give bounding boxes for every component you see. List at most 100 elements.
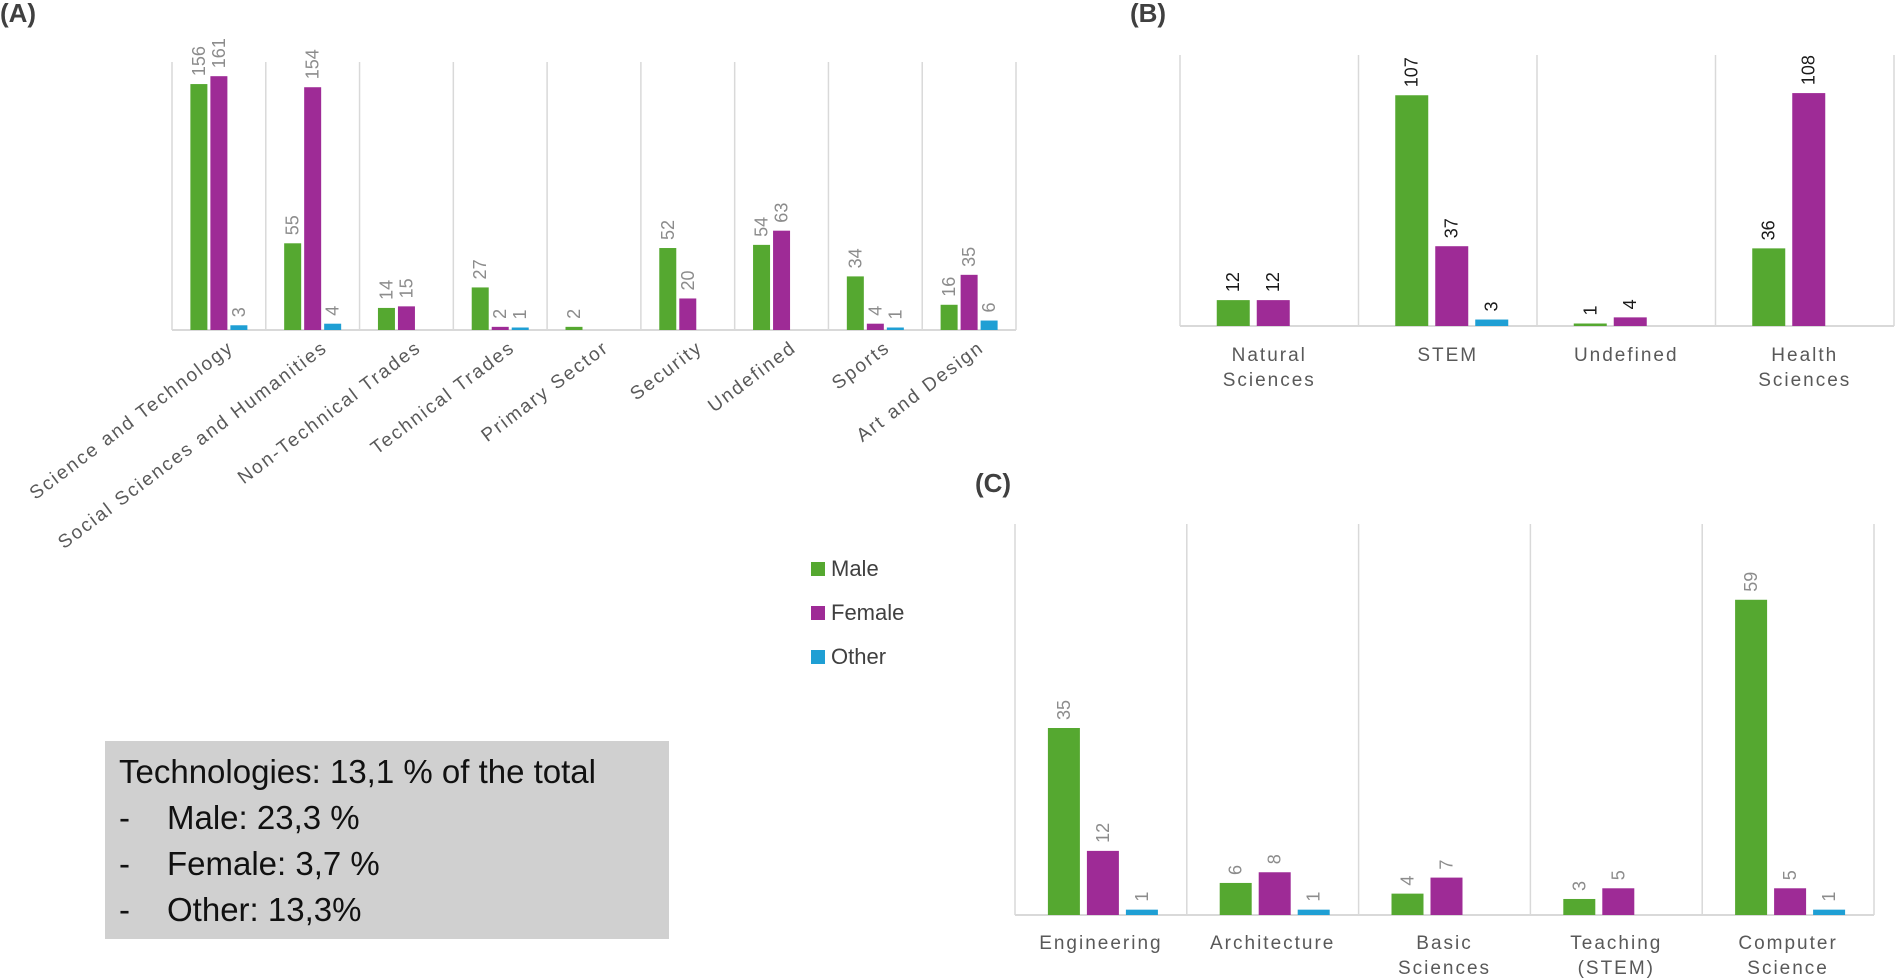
category-label-teaching-stem: Teaching (STEM) xyxy=(1570,933,1662,979)
category-label-security: Security xyxy=(627,337,707,405)
bar-male-undefined xyxy=(753,244,771,330)
value-label-male-art-and-design: 16 xyxy=(939,277,959,297)
bar-female-architecture xyxy=(1258,872,1291,915)
bar-male-computer-science xyxy=(1735,599,1768,915)
bar-male-social-sciences-and-humanities xyxy=(284,243,302,330)
panel-label-b: (B) xyxy=(1130,0,1166,28)
value-label-other-engineering: 1 xyxy=(1132,892,1152,902)
bar-male-teaching-stem xyxy=(1563,898,1596,915)
bar-male-health-sciences xyxy=(1752,248,1786,326)
legend-label-other: Other xyxy=(831,644,886,669)
bar-male-natural-sciences xyxy=(1216,300,1250,326)
value-label-female-stem: 37 xyxy=(1442,218,1462,238)
value-label-male-sports: 34 xyxy=(845,248,865,268)
bar-other-stem xyxy=(1475,319,1509,326)
bar-female-computer-science xyxy=(1774,888,1807,915)
bar-male-sports xyxy=(846,276,864,330)
summary-text: Male: 23,3 % xyxy=(167,799,360,836)
value-label-male-basic-sciences: 4 xyxy=(1398,876,1418,886)
category-label-architecture: Architecture xyxy=(1210,933,1335,954)
value-label-male-teaching-stem: 3 xyxy=(1569,881,1589,891)
value-label-other-computer-science: 1 xyxy=(1819,892,1839,902)
category-label-computer-science: Computer Science xyxy=(1738,933,1837,979)
bar-female-basic-sciences xyxy=(1430,877,1463,915)
legend-label-female: Female xyxy=(831,600,904,625)
legend-swatch-male xyxy=(811,562,825,576)
bar-female-science-and-technology xyxy=(210,76,228,330)
value-label-female-natural-sciences: 12 xyxy=(1263,272,1283,292)
value-label-male-technical-trades: 27 xyxy=(470,259,490,279)
bar-male-stem xyxy=(1395,95,1429,327)
summary-item-female: - Female: 3,7 % xyxy=(119,841,655,887)
value-label-female-sports: 4 xyxy=(865,306,885,316)
category-label-undefined: Undefined xyxy=(704,337,800,417)
bar-male-basic-sciences xyxy=(1391,893,1424,915)
summary-box: Technologies: 13,1 % of the total - Male… xyxy=(105,741,669,939)
summary-text: Female: 3,7 % xyxy=(167,845,380,882)
category-label-basic-sciences: Basic Sciences xyxy=(1398,933,1491,979)
value-label-male-social-sciences-and-humanities: 55 xyxy=(283,215,303,235)
category-label-non-technical-trades: Non-Technical Trades xyxy=(234,337,425,488)
value-label-other-sports: 1 xyxy=(885,309,905,319)
value-label-other-science-and-technology: 3 xyxy=(229,307,249,317)
value-label-male-health-sciences: 36 xyxy=(1759,220,1779,240)
category-label-stem: STEM xyxy=(1417,345,1478,366)
bar-female-technical-trades xyxy=(491,326,509,330)
bar-other-science-and-technology xyxy=(230,325,248,330)
value-label-female-computer-science: 5 xyxy=(1780,870,1800,880)
value-label-female-technical-trades: 2 xyxy=(490,309,510,319)
summary-dash: - xyxy=(119,845,130,882)
bar-other-sports xyxy=(886,327,904,330)
bar-male-primary-sector xyxy=(565,326,583,330)
bar-male-art-and-design xyxy=(940,304,958,330)
legend-label-male: Male xyxy=(831,556,879,581)
category-label-engineering: Engineering xyxy=(1039,933,1162,954)
value-label-male-primary-sector: 2 xyxy=(564,309,584,319)
panel-label-c: (C) xyxy=(975,468,1011,498)
bar-male-technical-trades xyxy=(471,287,489,330)
bar-female-health-sciences xyxy=(1792,93,1826,327)
value-label-other-stem: 3 xyxy=(1482,302,1502,312)
bar-female-security xyxy=(679,298,697,330)
summary-item-other: - Other: 13,3% xyxy=(119,887,655,933)
value-label-male-science-and-technology: 156 xyxy=(189,46,209,76)
legend-swatch-other xyxy=(811,650,825,664)
value-label-female-non-technical-trades: 15 xyxy=(396,278,416,298)
value-label-female-science-and-technology: 161 xyxy=(209,38,229,68)
value-label-male-non-technical-trades: 14 xyxy=(376,280,396,300)
value-label-male-undefined: 1 xyxy=(1580,305,1600,315)
value-label-female-social-sciences-and-humanities: 154 xyxy=(303,49,323,79)
summary-title: Technologies: 13,1 % of the total xyxy=(119,753,596,790)
value-label-male-computer-science: 59 xyxy=(1741,572,1761,592)
category-label-undefined: Undefined xyxy=(1574,345,1679,366)
value-label-female-teaching-stem: 5 xyxy=(1608,870,1628,880)
value-label-female-engineering: 12 xyxy=(1093,823,1113,843)
value-label-male-architecture: 6 xyxy=(1226,865,1246,875)
value-label-other-architecture: 1 xyxy=(1304,892,1324,902)
bar-male-architecture xyxy=(1219,882,1252,915)
value-label-male-security: 52 xyxy=(658,220,678,240)
value-label-female-security: 20 xyxy=(678,270,698,290)
bar-other-computer-science xyxy=(1813,909,1846,915)
value-label-female-undefined: 63 xyxy=(772,203,792,223)
bar-female-art-and-design xyxy=(960,274,978,330)
value-label-male-engineering: 35 xyxy=(1054,700,1074,720)
legend-swatch-female xyxy=(811,606,825,620)
summary-dash: - xyxy=(119,799,130,836)
bar-male-science-and-technology xyxy=(190,84,208,330)
value-label-male-undefined: 54 xyxy=(752,217,772,237)
bar-other-social-sciences-and-humanities xyxy=(324,323,342,330)
summary-dash: - xyxy=(119,891,130,928)
summary-item-male: - Male: 23,3 % xyxy=(119,795,655,841)
value-label-female-architecture: 8 xyxy=(1265,854,1285,864)
bar-female-social-sciences-and-humanities xyxy=(304,87,322,330)
value-label-other-social-sciences-and-humanities: 4 xyxy=(323,306,343,316)
value-label-female-art-and-design: 35 xyxy=(959,247,979,267)
bar-other-technical-trades xyxy=(511,327,529,330)
bar-female-natural-sciences xyxy=(1256,300,1290,326)
bar-female-undefined xyxy=(1613,317,1647,326)
bar-female-stem xyxy=(1435,246,1469,326)
